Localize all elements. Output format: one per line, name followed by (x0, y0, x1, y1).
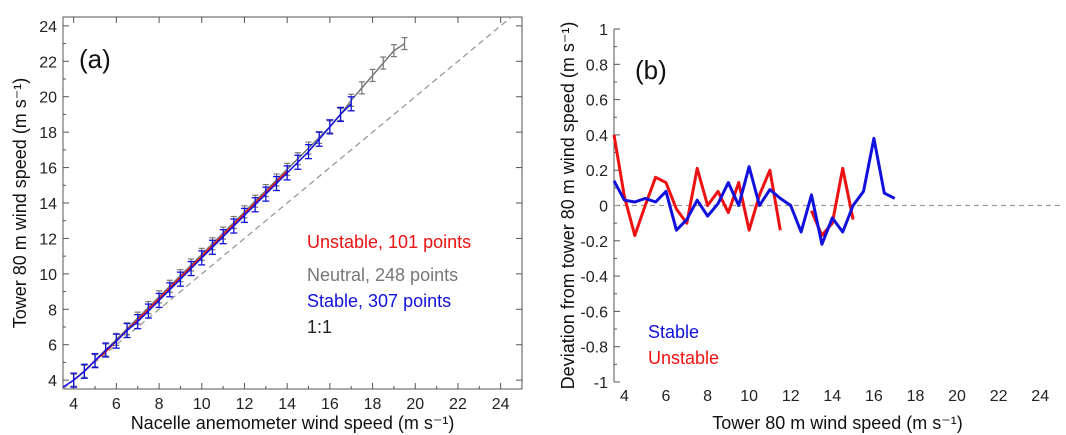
x-tick-label: 4 (620, 388, 629, 405)
panel-label: (b) (635, 55, 667, 85)
y-axis-label: Deviation from tower 80 m wind speed (m … (558, 22, 578, 390)
y-tick-label: 4 (48, 373, 57, 390)
unstable-series-line (612, 134, 782, 237)
x-tick-label: 22 (990, 388, 1008, 405)
x-tick-label: 16 (865, 388, 883, 405)
y-tick-label: 14 (39, 196, 57, 213)
y-tick-label: 16 (39, 161, 57, 178)
neutral-series-line (73, 42, 406, 381)
y-tick-label: 24 (39, 19, 57, 36)
legend-entry: Stable, 307 points (307, 291, 451, 311)
y-tick-label: -0.8 (580, 340, 608, 357)
y-tick-label: 22 (39, 54, 57, 71)
legend-entry: Unstable, 101 points (307, 232, 471, 252)
x-tick-label: 12 (782, 388, 800, 405)
x-tick-label: 6 (662, 388, 671, 405)
y-tick-label: 0.2 (586, 163, 608, 180)
y-tick-label: 8 (48, 302, 57, 319)
x-tick-label: 4 (69, 396, 78, 413)
x-tick-label: 6 (112, 396, 121, 413)
x-tick-label: 22 (449, 396, 467, 413)
x-tick-label: 10 (193, 396, 211, 413)
plot-frame (62, 16, 523, 390)
x-tick-label: 10 (740, 388, 758, 405)
legend-entry: Neutral, 248 points (307, 265, 458, 285)
x-tick-label: 24 (1031, 388, 1049, 405)
x-tick-label: 20 (406, 396, 424, 413)
y-tick-label: 20 (39, 90, 57, 107)
x-tick-label: 24 (492, 396, 510, 413)
x-tick-label: 8 (703, 388, 712, 405)
panel-label: (a) (79, 44, 111, 74)
x-axis-label: Nacelle anemometer wind speed (m s⁻¹) (131, 413, 455, 433)
panel-b: 1 0.8 0.6 0.4 0.2 0 -0.2 -0.4 -0.6 -0.8 -1 4 6 8 10 12 1… (558, 22, 1061, 433)
y-tick-label: 18 (39, 125, 57, 142)
x-tick-label: 14 (278, 396, 296, 413)
y-tick-label: -0.4 (580, 269, 608, 286)
one-to-one-line (62, 16, 512, 390)
x-tick-label: 8 (155, 396, 164, 413)
x-tick-label: 18 (907, 388, 925, 405)
y-axis-label: Tower 80 m wind speed (m s⁻¹) (10, 78, 30, 329)
legend-entry: Stable (648, 322, 699, 342)
y-tick-label: 12 (39, 231, 57, 248)
y-tick-label: -0.6 (580, 304, 608, 321)
stable-series-line (612, 136, 896, 246)
y-tick-label: 0.6 (586, 93, 608, 110)
y-tick-label: -1 (594, 375, 608, 392)
x-tick-label: 12 (236, 396, 254, 413)
x-tick-label: 16 (321, 396, 339, 413)
legend-entry: Unstable (648, 348, 719, 368)
y-tick-label: 0 (599, 199, 608, 216)
y-tick-label: -0.2 (580, 234, 608, 251)
y-tick-label: 1 (599, 22, 608, 39)
y-tick-label: 6 (48, 338, 57, 355)
stable-series-line (62, 103, 352, 388)
y-tick-label: 0.8 (586, 57, 608, 74)
panel-a: 4 6 8 10 12 14 16 18 20 22 24 4 6 8 10 12 14 16 18 20 22 24 Na… (10, 16, 523, 433)
x-tick-label: 14 (823, 388, 841, 405)
x-tick-label: 20 (948, 388, 966, 405)
y-tick-label: 10 (39, 267, 57, 284)
x-axis-label: Tower 80 m wind speed (m s⁻¹) (712, 413, 963, 433)
x-tick-label: 18 (364, 396, 382, 413)
legend-entry: 1:1 (307, 317, 332, 337)
y-tick-label: 0.4 (586, 128, 608, 145)
